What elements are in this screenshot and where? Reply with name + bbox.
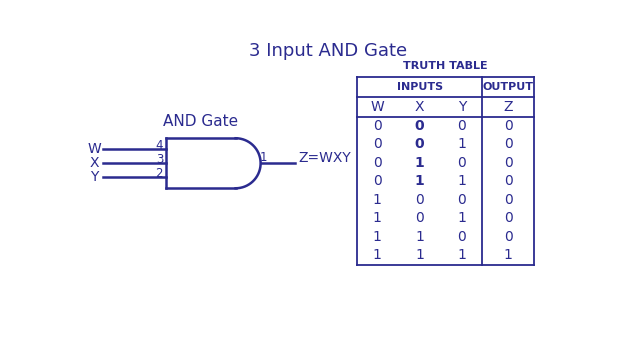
- Text: 1: 1: [373, 230, 381, 244]
- Text: 0: 0: [504, 156, 513, 170]
- Text: 3 Input AND Gate: 3 Input AND Gate: [249, 42, 407, 60]
- Text: 0: 0: [415, 211, 424, 225]
- Text: 0: 0: [504, 119, 513, 133]
- Text: 0: 0: [458, 193, 467, 207]
- Text: Y: Y: [458, 100, 466, 114]
- Text: 1: 1: [415, 248, 424, 262]
- Text: 1: 1: [373, 193, 381, 207]
- Text: 0: 0: [415, 193, 424, 207]
- Text: 1: 1: [373, 211, 381, 225]
- Text: Z=WXY: Z=WXY: [298, 151, 351, 165]
- Text: W: W: [371, 100, 384, 114]
- Text: 0: 0: [415, 119, 424, 133]
- Text: 0: 0: [458, 156, 467, 170]
- Text: 2: 2: [156, 167, 163, 180]
- Text: 0: 0: [504, 211, 513, 225]
- Text: 4: 4: [156, 139, 163, 152]
- Text: 0: 0: [415, 137, 424, 151]
- Text: 0: 0: [373, 119, 381, 133]
- Text: 1: 1: [415, 174, 424, 188]
- Text: OUTPUT: OUTPUT: [483, 82, 534, 92]
- Text: 0: 0: [458, 119, 467, 133]
- Text: 0: 0: [373, 174, 381, 188]
- Text: 1: 1: [373, 248, 381, 262]
- Text: 1: 1: [415, 230, 424, 244]
- Text: X: X: [415, 100, 424, 114]
- Text: X: X: [89, 156, 99, 170]
- Text: Z: Z: [504, 100, 513, 114]
- Text: TRUTH TABLE: TRUTH TABLE: [403, 61, 488, 71]
- Text: AND Gate: AND Gate: [163, 114, 239, 129]
- Text: Y: Y: [90, 170, 98, 184]
- Text: 1: 1: [458, 174, 467, 188]
- Text: 1: 1: [458, 137, 467, 151]
- Text: 1: 1: [458, 211, 467, 225]
- Text: 3: 3: [156, 153, 163, 166]
- Text: INPUTS: INPUTS: [397, 82, 443, 92]
- Text: 0: 0: [504, 193, 513, 207]
- Text: 1: 1: [458, 248, 467, 262]
- Text: 1: 1: [415, 156, 424, 170]
- Text: 1: 1: [260, 151, 268, 164]
- Text: 1: 1: [504, 248, 513, 262]
- Text: 0: 0: [504, 174, 513, 188]
- Text: 0: 0: [373, 156, 381, 170]
- Text: 0: 0: [504, 230, 513, 244]
- Text: W: W: [87, 142, 100, 156]
- Text: 0: 0: [373, 137, 381, 151]
- Text: 0: 0: [458, 230, 467, 244]
- Text: 0: 0: [504, 137, 513, 151]
